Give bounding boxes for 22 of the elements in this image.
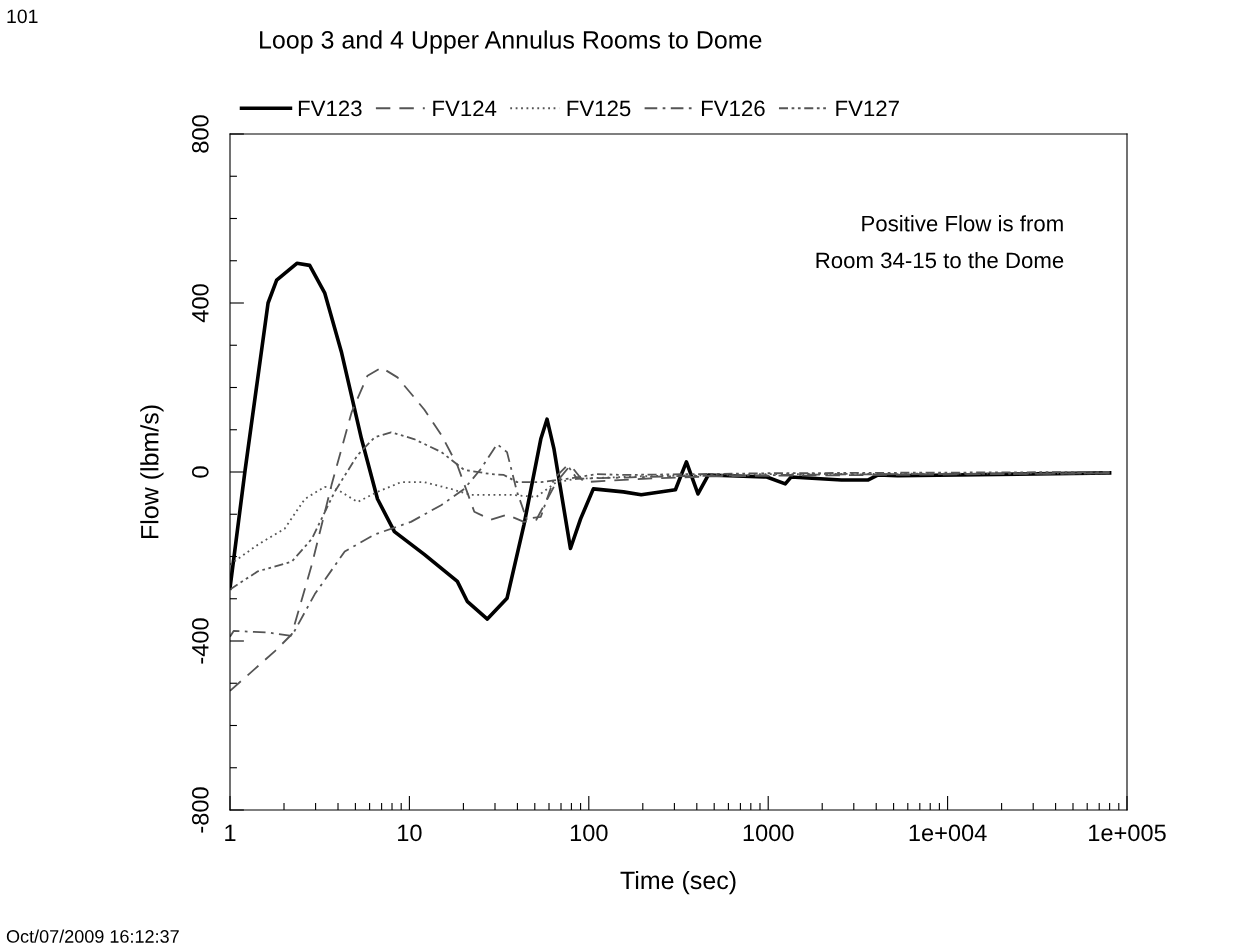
- x-tick-label: 1e+004: [909, 824, 987, 842]
- x-tick-label: 100: [570, 824, 608, 842]
- y-tick-label: 0: [191, 466, 209, 478]
- x-tick-label: 1: [225, 824, 236, 841]
- y-tick-label: -800: [191, 787, 209, 833]
- legend-label: FV123: [298, 100, 362, 117]
- x-tick-label: 1e+005: [1089, 824, 1166, 842]
- y-tick-label: -400: [191, 618, 209, 664]
- x-tick-label: 10: [398, 824, 422, 842]
- legend-label: FV127: [836, 100, 899, 117]
- text: 101: [7, 9, 38, 24]
- legend-label: FV126: [701, 100, 765, 117]
- annotation: Positive Flow is from Room 34-15 to the Dome: [816, 215, 1064, 269]
- y-tick-label: 800: [191, 115, 209, 153]
- x-axis-title: Time (sec): [620, 870, 736, 895]
- legend-label: FV124: [433, 100, 497, 117]
- y-axis-title: Flow (lbm/s): [140, 405, 164, 538]
- y-tick-label: 400: [191, 284, 209, 323]
- x-tick-label: 1000: [743, 824, 794, 842]
- text: Oct/07/2009 16:12:37: [6, 929, 179, 943]
- chart-title: Loop 3 and 4 Upper Annulus Rooms to Dome: [260, 30, 762, 54]
- legend-label: FV125: [567, 100, 631, 117]
